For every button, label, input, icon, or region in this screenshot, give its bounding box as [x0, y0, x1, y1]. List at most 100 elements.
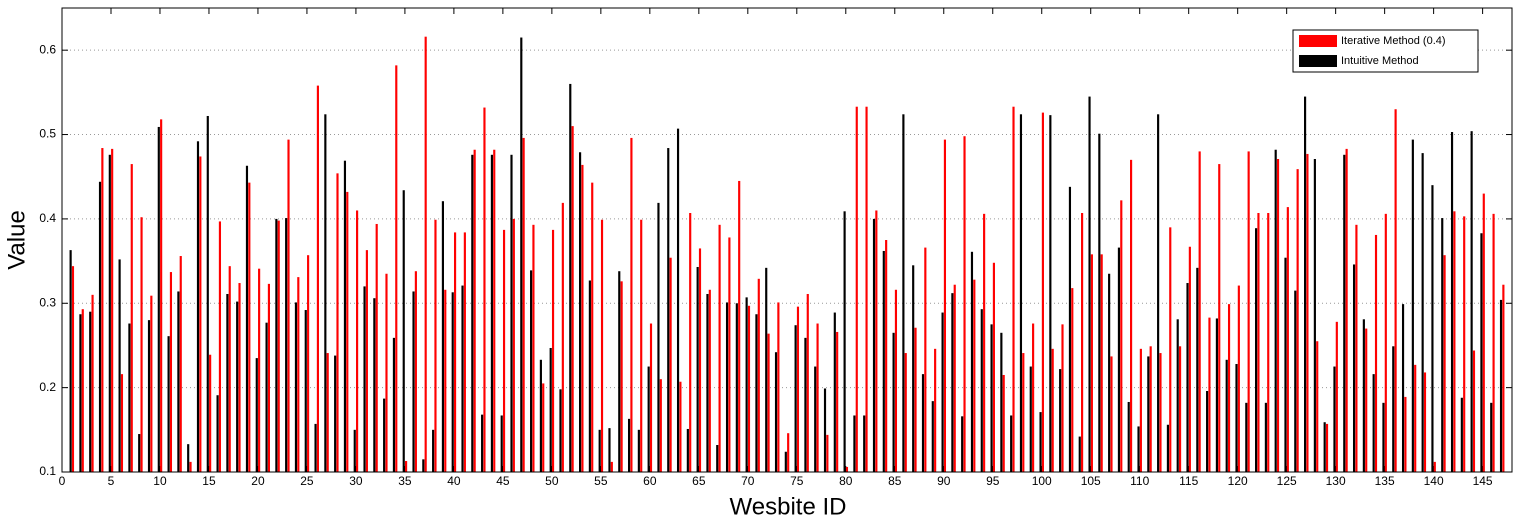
- bar: [1384, 213, 1387, 472]
- bar: [1245, 402, 1248, 472]
- bar: [738, 180, 741, 473]
- bar: [216, 395, 219, 472]
- bar: [539, 359, 542, 472]
- bar: [1306, 153, 1309, 472]
- bar: [169, 272, 173, 472]
- bar: [238, 283, 241, 472]
- bar: [1284, 257, 1287, 472]
- bar: [1215, 318, 1218, 472]
- bar: [343, 160, 347, 472]
- bar: [1081, 213, 1084, 472]
- bar: [637, 429, 640, 472]
- bar: [424, 36, 427, 473]
- bar: [71, 266, 75, 472]
- bar: [307, 255, 310, 472]
- bar: [794, 325, 797, 472]
- bar: [620, 281, 623, 472]
- x-tick-label: 135: [1375, 474, 1395, 488]
- bar: [490, 154, 493, 472]
- x-tick-label: 35: [398, 474, 412, 488]
- bar: [591, 182, 594, 472]
- bar: [1039, 412, 1042, 472]
- bar: [581, 164, 584, 472]
- bar: [1480, 233, 1483, 472]
- bar: [277, 220, 280, 472]
- bar: [970, 251, 974, 472]
- bar: [990, 324, 993, 472]
- bar: [1012, 106, 1015, 473]
- bar: [961, 416, 964, 472]
- bar: [1225, 359, 1228, 472]
- bar: [1372, 374, 1375, 472]
- bar: [1499, 299, 1503, 472]
- y-axis-label: Value: [3, 210, 30, 270]
- bar: [392, 337, 396, 472]
- x-tick-label: 85: [888, 474, 902, 488]
- bar: [81, 309, 84, 472]
- x-tick-label: 5: [108, 474, 115, 488]
- bar: [1382, 402, 1385, 472]
- y-tick-label: 0.1: [39, 464, 56, 478]
- bar: [934, 348, 937, 472]
- x-tick-label: 60: [643, 474, 657, 488]
- bar: [1352, 264, 1356, 472]
- bar: [1492, 213, 1495, 472]
- bar: [980, 309, 983, 472]
- bar: [806, 293, 809, 472]
- bar: [747, 305, 751, 472]
- bar: [1335, 321, 1338, 472]
- bar: [1333, 366, 1336, 472]
- bar: [542, 383, 545, 472]
- bar: [757, 278, 760, 472]
- bar: [1362, 319, 1365, 472]
- bar: [1196, 267, 1199, 472]
- x-tick-label: 80: [839, 474, 853, 488]
- bar: [1110, 356, 1113, 472]
- bar: [1051, 348, 1054, 472]
- bar: [287, 139, 290, 472]
- x-tick-label: 25: [300, 474, 314, 488]
- bar: [853, 415, 856, 472]
- bar: [1453, 211, 1456, 473]
- bar: [1002, 374, 1005, 472]
- bar: [236, 301, 239, 472]
- bar: [1159, 353, 1162, 472]
- bar: [363, 286, 366, 472]
- bar: [1325, 423, 1329, 472]
- bar: [1470, 131, 1473, 473]
- bar: [921, 374, 925, 472]
- bar: [855, 106, 858, 473]
- legend-swatch: [1299, 55, 1337, 67]
- bar: [520, 37, 523, 472]
- bar: [402, 190, 405, 472]
- bar: [561, 202, 564, 472]
- bar: [1100, 254, 1103, 472]
- x-tick-label: 105: [1081, 474, 1101, 488]
- legend-label: Iterative Method (0.4): [1341, 35, 1446, 47]
- bar: [569, 83, 572, 472]
- bar: [1088, 96, 1091, 472]
- bar: [157, 126, 160, 472]
- bar: [608, 428, 611, 472]
- bar: [1098, 133, 1101, 472]
- bar: [258, 268, 261, 472]
- bar: [902, 114, 905, 472]
- bar: [826, 434, 829, 472]
- bar: [1198, 151, 1201, 472]
- bar: [598, 429, 601, 472]
- bar: [434, 219, 437, 472]
- bar: [1157, 114, 1160, 472]
- bar: [160, 119, 163, 473]
- bar: [373, 298, 376, 472]
- bar: [1137, 426, 1140, 472]
- bar: [588, 280, 591, 472]
- bar: [1431, 185, 1434, 472]
- bar: [111, 148, 114, 472]
- bar: [718, 224, 721, 472]
- bar: [101, 148, 104, 472]
- bar: [138, 434, 141, 472]
- bar: [120, 374, 124, 472]
- bar: [659, 379, 662, 472]
- bar: [1186, 283, 1189, 472]
